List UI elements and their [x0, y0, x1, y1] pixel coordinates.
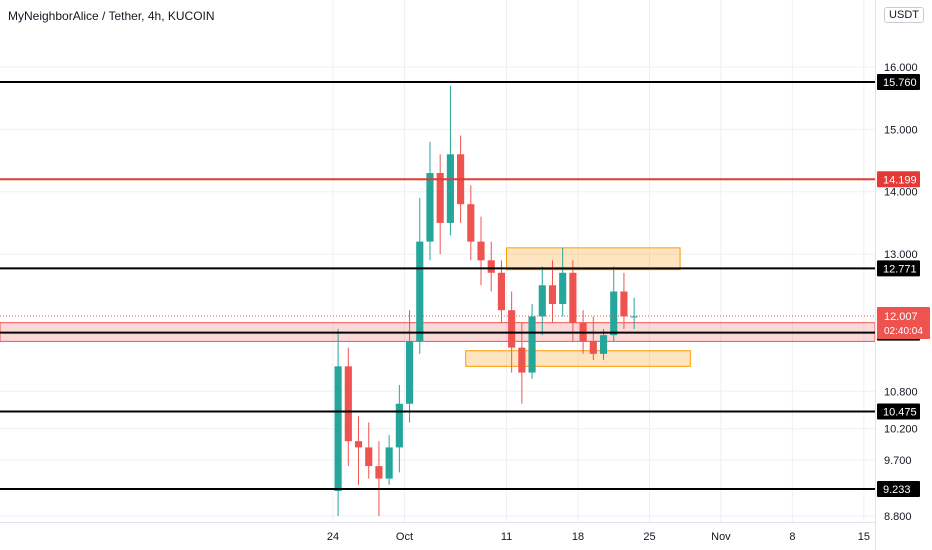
- candle-body[interactable]: [344, 366, 352, 442]
- horizontal-levels: [0, 80, 875, 490]
- candle-body[interactable]: [518, 347, 526, 373]
- x-tick-label: 8: [789, 531, 795, 543]
- y-tick-label: 15.000: [884, 124, 918, 136]
- candle-body[interactable]: [334, 366, 342, 492]
- candle-body[interactable]: [436, 173, 444, 223]
- price-axis[interactable]: 16.000 15.000 14.000 13.000 10.800 10.200 9.70…: [877, 62, 930, 523]
- candle-body[interactable]: [477, 241, 485, 261]
- candle-body[interactable]: [395, 403, 403, 448]
- y-tick-label: 8.800: [884, 511, 912, 523]
- currency-unit-badge[interactable]: USDT: [884, 7, 924, 23]
- level-price-label: 9.233: [883, 484, 911, 496]
- candle-body[interactable]: [559, 272, 567, 304]
- zone-orange[interactable]: [465, 350, 691, 367]
- candle-body[interactable]: [416, 241, 424, 342]
- candle-body[interactable]: [508, 310, 516, 348]
- grid: [0, 0, 875, 522]
- candle-body[interactable]: [569, 272, 577, 323]
- level-price-tag: [877, 73, 920, 90]
- level-price-label: 14.199: [883, 174, 917, 186]
- candle-body[interactable]: [630, 316, 638, 318]
- current-price-tag: [877, 307, 930, 340]
- candle-body[interactable]: [599, 335, 608, 354]
- y-tick-label: 13.000: [884, 249, 918, 261]
- chart-title: MyNeighborAlice / Tether, 4h, KUCOIN: [8, 9, 215, 23]
- candle-body[interactable]: [548, 285, 557, 304]
- y-tick-label: 10.800: [884, 386, 918, 398]
- candle-body[interactable]: [528, 316, 536, 373]
- candle-body[interactable]: [497, 272, 506, 311]
- level-price-label: 12.771: [883, 263, 917, 275]
- candle-body[interactable]: [467, 204, 475, 242]
- time-axis[interactable]: 24 Oct 11 18 25 Nov 8 15: [327, 531, 870, 543]
- candles: [334, 85, 638, 516]
- x-tick-label: 24: [327, 531, 339, 543]
- candle-body[interactable]: [385, 447, 393, 479]
- candle-countdown-label: 02:40:04: [884, 326, 923, 337]
- y-tick-label: 10.200: [884, 424, 918, 436]
- zone-orange[interactable]: [506, 247, 681, 271]
- candle-body[interactable]: [610, 291, 618, 336]
- candle-body[interactable]: [620, 291, 628, 317]
- candle-body[interactable]: [354, 441, 363, 448]
- x-tick-label: Oct: [396, 531, 413, 543]
- y-tick-label: 9.700: [884, 455, 912, 467]
- level-price-label: 10.475: [883, 407, 917, 419]
- x-tick-label: 11: [501, 531, 512, 543]
- candle-body[interactable]: [538, 285, 546, 317]
- level-price-label: 15.760: [883, 77, 917, 89]
- level-price-tag: [877, 403, 920, 420]
- x-tick-label: 15: [858, 531, 870, 543]
- candle-body[interactable]: [589, 341, 597, 354]
- candle-body[interactable]: [426, 173, 434, 242]
- candle-body[interactable]: [365, 447, 373, 467]
- level-price-tag: [877, 480, 920, 497]
- candle-body[interactable]: [405, 341, 414, 404]
- plot-area[interactable]: [0, 0, 875, 522]
- candle-body[interactable]: [487, 260, 495, 273]
- current-price-label: 12.007: [884, 311, 918, 323]
- level-price-tag: [877, 171, 920, 188]
- x-tick-label: 18: [572, 531, 584, 543]
- x-tick-label: Nov: [711, 531, 731, 543]
- y-tick-label: 14.000: [884, 187, 918, 199]
- candle-body[interactable]: [446, 154, 454, 223]
- candle-body[interactable]: [375, 466, 383, 479]
- level-price-tag: [877, 260, 920, 277]
- x-tick-label: 25: [643, 531, 655, 543]
- y-tick-label: 16.000: [884, 62, 918, 74]
